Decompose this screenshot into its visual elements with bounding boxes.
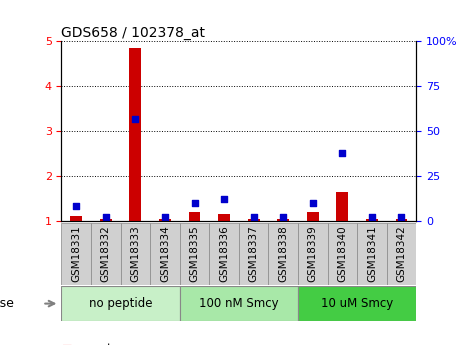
Point — [161, 215, 169, 220]
Bar — [130, 48, 141, 221]
Bar — [218, 214, 230, 221]
Text: GSM18334: GSM18334 — [160, 225, 170, 282]
Point — [250, 215, 257, 220]
Text: GSM18342: GSM18342 — [396, 225, 406, 282]
FancyBboxPatch shape — [298, 223, 327, 285]
Text: dose: dose — [0, 297, 14, 310]
Bar — [395, 219, 407, 221]
Text: GSM18339: GSM18339 — [308, 225, 318, 282]
Text: GSM18338: GSM18338 — [278, 225, 288, 282]
Bar — [277, 219, 289, 221]
Text: 100 nM Smcy: 100 nM Smcy — [199, 297, 279, 310]
FancyBboxPatch shape — [387, 223, 416, 285]
Text: GSM18341: GSM18341 — [367, 225, 377, 282]
Text: GSM18331: GSM18331 — [71, 225, 81, 282]
FancyBboxPatch shape — [61, 223, 91, 285]
Bar — [159, 219, 171, 221]
Text: count: count — [80, 344, 112, 345]
Text: 10 uM Smcy: 10 uM Smcy — [321, 297, 393, 310]
Text: GSM18340: GSM18340 — [337, 225, 347, 282]
FancyBboxPatch shape — [268, 223, 298, 285]
FancyBboxPatch shape — [209, 223, 239, 285]
Bar — [100, 219, 112, 221]
Point — [309, 200, 316, 206]
Point — [191, 200, 198, 206]
Point — [280, 215, 287, 220]
Text: GDS658 / 102378_at: GDS658 / 102378_at — [61, 26, 205, 40]
Point — [131, 116, 139, 121]
Bar — [336, 192, 348, 221]
Bar — [248, 219, 260, 221]
FancyBboxPatch shape — [327, 223, 357, 285]
Point — [72, 204, 80, 209]
Point — [398, 215, 405, 220]
FancyBboxPatch shape — [180, 223, 209, 285]
Bar — [70, 216, 82, 221]
FancyBboxPatch shape — [180, 286, 298, 321]
FancyBboxPatch shape — [61, 286, 180, 321]
Text: no peptide: no peptide — [89, 297, 152, 310]
FancyBboxPatch shape — [357, 223, 387, 285]
Text: GSM18333: GSM18333 — [131, 225, 140, 282]
FancyBboxPatch shape — [121, 223, 150, 285]
Bar — [366, 219, 378, 221]
FancyBboxPatch shape — [239, 223, 268, 285]
FancyBboxPatch shape — [91, 223, 121, 285]
FancyBboxPatch shape — [298, 286, 416, 321]
FancyBboxPatch shape — [150, 223, 180, 285]
Bar — [307, 212, 319, 221]
Point — [102, 215, 110, 220]
Text: GSM18335: GSM18335 — [190, 225, 200, 282]
Point — [339, 150, 346, 155]
Text: ■: ■ — [61, 344, 72, 345]
Text: GSM18332: GSM18332 — [101, 225, 111, 282]
Text: GSM18337: GSM18337 — [249, 225, 259, 282]
Point — [368, 215, 376, 220]
Text: GSM18336: GSM18336 — [219, 225, 229, 282]
Point — [220, 197, 228, 202]
Bar — [189, 212, 201, 221]
